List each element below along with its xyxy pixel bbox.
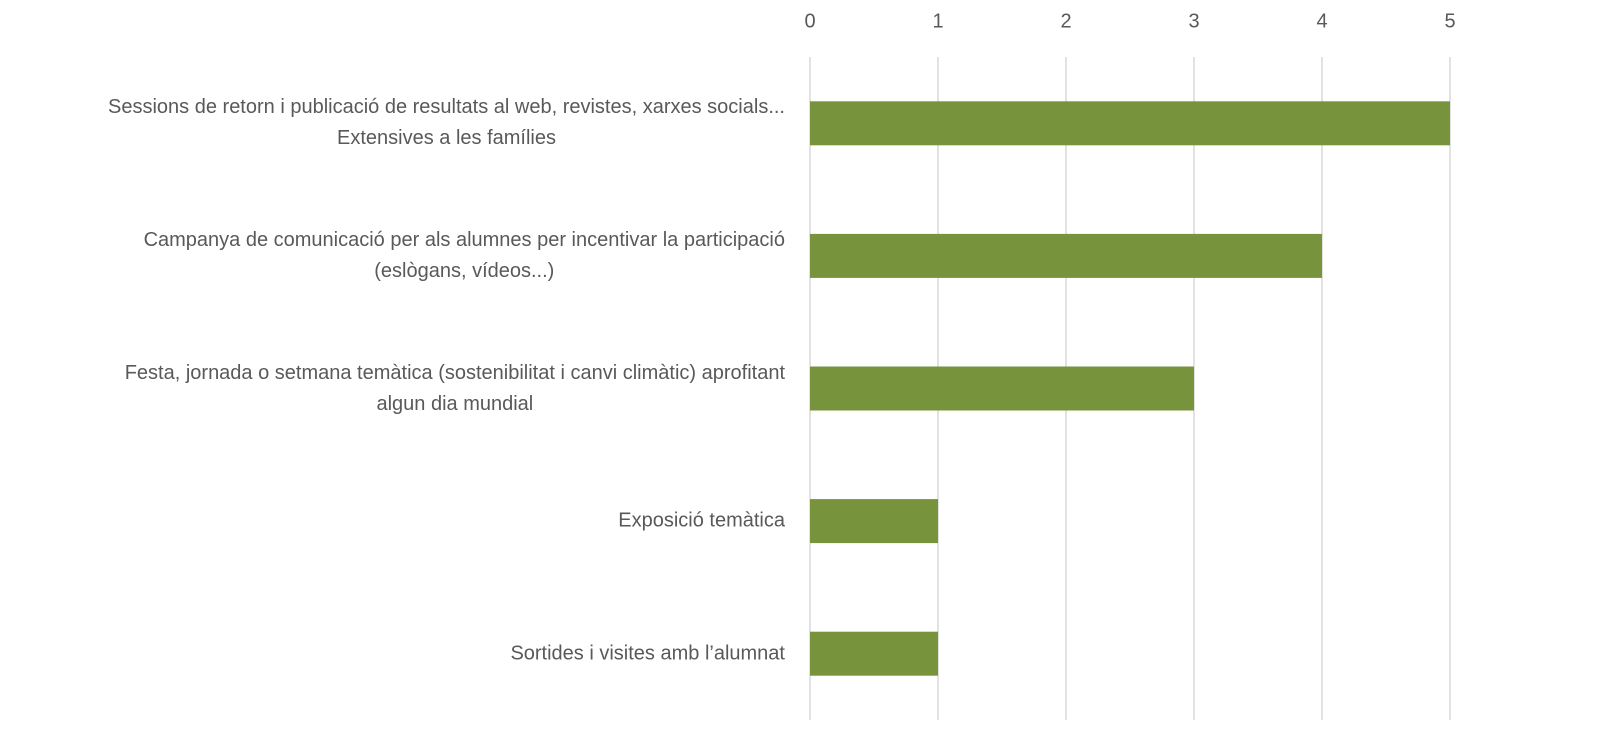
x-tick-label: 2 (1060, 10, 1071, 32)
y-tick-label: Sessions de retorn i publicació de resul… (108, 96, 785, 150)
bar (810, 499, 938, 544)
x-tick-label: 0 (804, 10, 815, 32)
y-tick-label: Exposició temàtica (618, 509, 785, 532)
x-tick-label: 1 (932, 10, 943, 32)
x-tick-label: 4 (1316, 10, 1327, 32)
y-tick-label: Sortides i visites amb l’alumnat (510, 642, 785, 665)
bar (810, 631, 938, 676)
x-tick-label: 3 (1188, 10, 1199, 32)
bar (810, 101, 1450, 146)
y-tick-label: Campanya de comunicació per als alumnes … (143, 228, 785, 282)
bar (810, 366, 1194, 411)
y-tick-label: Festa, jornada o setmana temàtica (soste… (124, 361, 785, 415)
x-tick-label: 5 (1444, 10, 1455, 32)
bar (810, 233, 1322, 278)
